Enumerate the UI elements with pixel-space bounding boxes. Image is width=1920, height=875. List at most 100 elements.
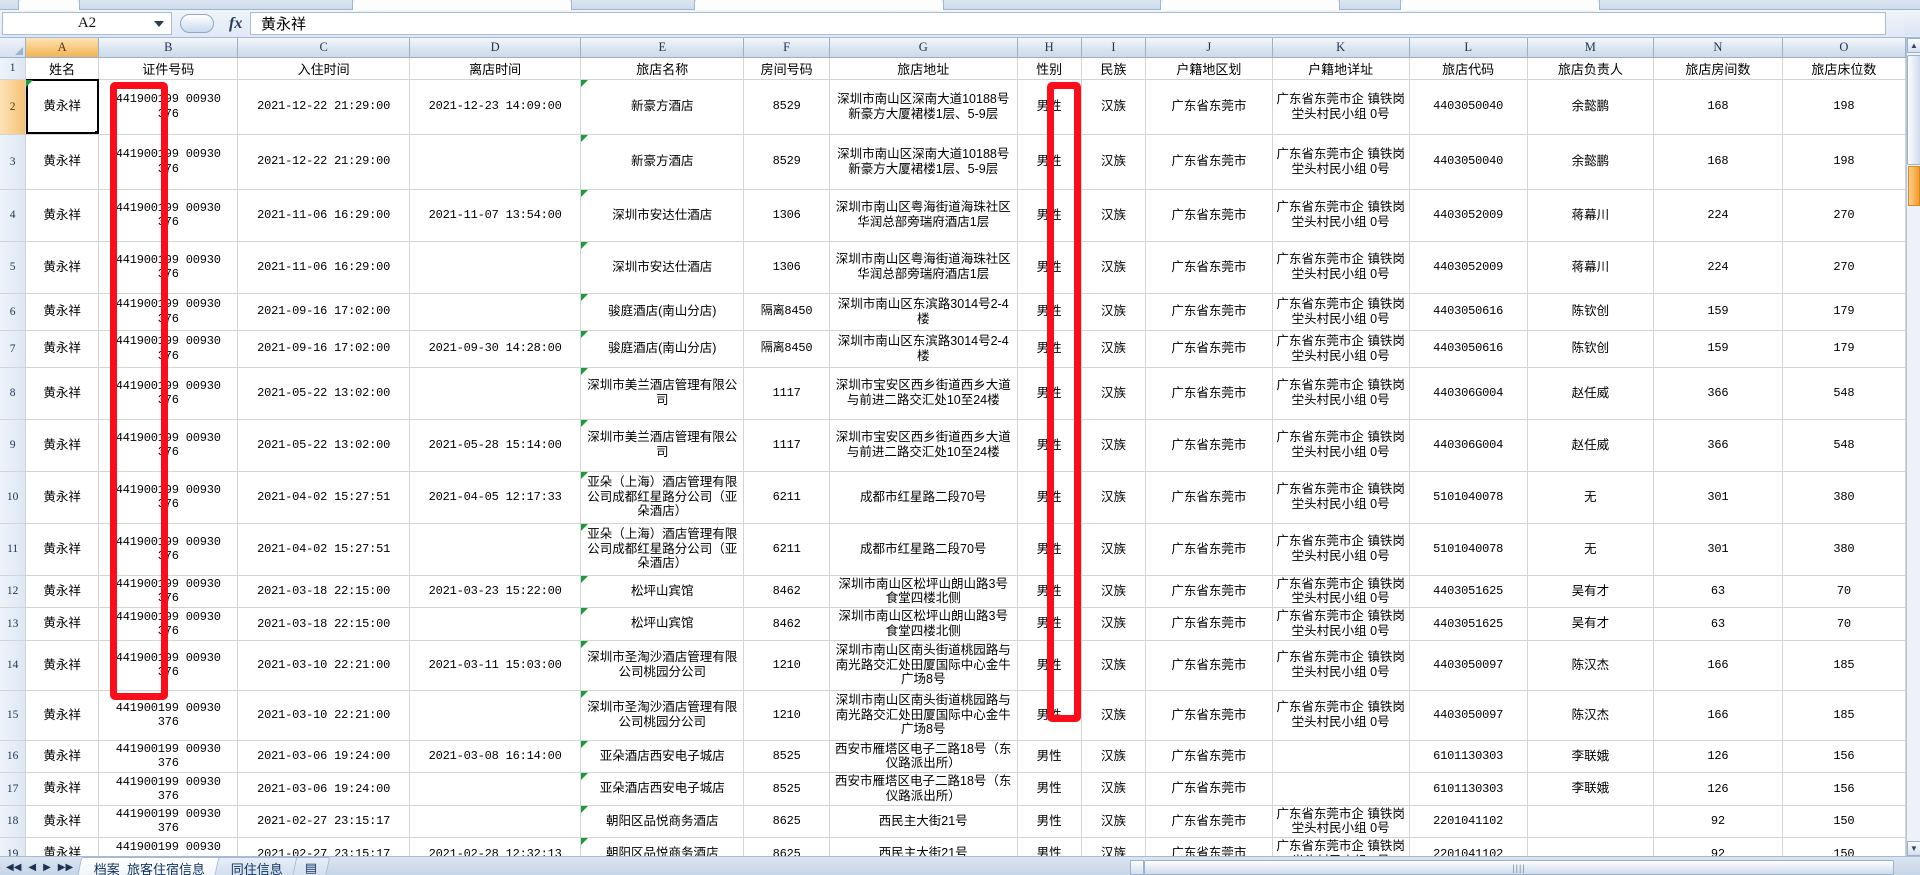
cell-L2[interactable]: 4403050040 <box>1409 79 1528 135</box>
cell-O7[interactable]: 179 <box>1782 330 1907 368</box>
column-header-G[interactable]: G <box>829 38 1018 58</box>
cell-O10[interactable]: 380 <box>1782 471 1907 524</box>
cell-B11[interactable]: 441900199 00930 376 <box>98 523 239 576</box>
cell-A10[interactable]: 黄永祥 <box>25 471 100 524</box>
column-header-J[interactable]: J <box>1145 38 1273 58</box>
cell-H10[interactable]: 男性 <box>1017 471 1082 524</box>
cell-C3[interactable]: 2021-12-22 21:29:00 <box>237 134 410 190</box>
cell-L10[interactable]: 5101040078 <box>1409 471 1528 524</box>
cell-B15[interactable]: 441900199 00930 376 <box>98 690 239 741</box>
column-header-M[interactable]: M <box>1527 38 1655 58</box>
cell-D5[interactable] <box>409 241 582 294</box>
formula-expand-button[interactable] <box>179 14 214 33</box>
cell-A4[interactable]: 黄永祥 <box>25 189 100 242</box>
cell-I9[interactable]: 汉族 <box>1081 419 1147 472</box>
cell-M16[interactable]: 李联娥 <box>1527 740 1655 773</box>
cell-I1[interactable]: 民族 <box>1081 57 1147 80</box>
cell-G15[interactable]: 深圳市南山区南头街道桃园路与南光路交汇处田厦国际中心金牛广场8号 <box>829 690 1018 741</box>
cell-J9[interactable]: 广东省东莞市 <box>1145 419 1273 472</box>
cell-I10[interactable]: 汉族 <box>1081 471 1147 524</box>
cell-G2[interactable]: 深圳市南山区深南大道10188号新豪方大厦裙楼1层、5-9层 <box>829 79 1018 135</box>
column-header-F[interactable]: F <box>743 38 830 58</box>
cell-O4[interactable]: 270 <box>1782 189 1907 242</box>
cell-M9[interactable]: 赵任威 <box>1527 419 1655 472</box>
row-header-9[interactable]: 9 <box>0 419 27 472</box>
cell-E18[interactable]: 朝阳区品悦商务酒店 <box>580 805 745 838</box>
cell-F15[interactable]: 1210 <box>743 690 830 741</box>
cell-I5[interactable]: 汉族 <box>1081 241 1147 294</box>
cell-K7[interactable]: 广东省东莞市企 镇铁岗坣头村民小组 0号 <box>1272 330 1410 368</box>
cell-M6[interactable]: 陈钦创 <box>1527 293 1655 331</box>
cell-C9[interactable]: 2021-05-22 13:02:00 <box>237 419 410 472</box>
cell-F9[interactable]: 1117 <box>743 419 830 472</box>
cell-D17[interactable] <box>409 772 582 806</box>
cell-H6[interactable]: 男性 <box>1017 293 1082 331</box>
scroll-up-arrow-icon[interactable]: ▲ <box>1907 38 1920 53</box>
cell-H18[interactable]: 男性 <box>1017 805 1082 838</box>
cell-O19[interactable]: 150 <box>1782 837 1907 856</box>
cell-J19[interactable]: 广东省东莞市 <box>1145 837 1273 856</box>
first-sheet-icon[interactable]: ◀◀ <box>6 862 22 873</box>
cell-B14[interactable]: 441900199 00930 376 <box>98 640 239 691</box>
cell-N15[interactable]: 166 <box>1653 690 1783 741</box>
cell-K10[interactable]: 广东省东莞市企 镇铁岗坣头村民小组 0号 <box>1272 471 1410 524</box>
cell-L14[interactable]: 4403050097 <box>1409 640 1528 691</box>
cell-D18[interactable] <box>409 805 582 838</box>
cell-F18[interactable]: 8625 <box>743 805 830 838</box>
cell-I8[interactable]: 汉族 <box>1081 367 1147 420</box>
cell-N2[interactable]: 168 <box>1653 79 1783 135</box>
cell-F8[interactable]: 1117 <box>743 367 830 420</box>
cell-M13[interactable]: 吴有才 <box>1527 607 1655 641</box>
ribbon-tab-nub-5[interactable] <box>1400 0 1600 10</box>
cell-N8[interactable]: 366 <box>1653 367 1783 420</box>
cell-D15[interactable] <box>409 690 582 741</box>
cell-H13[interactable]: 男性 <box>1017 607 1082 641</box>
cell-A15[interactable]: 黄永祥 <box>25 690 100 741</box>
cell-E15[interactable]: 深圳市圣淘沙酒店管理有限公司桃园分公司 <box>580 690 745 741</box>
cell-B9[interactable]: 441900199 00930 376 <box>98 419 239 472</box>
cell-E8[interactable]: 深圳市美兰酒店管理有限公司 <box>580 367 745 420</box>
cell-F10[interactable]: 6211 <box>743 471 830 524</box>
cell-G5[interactable]: 深圳市南山区粤海街道海珠社区华润总部旁瑞府酒店1层 <box>829 241 1018 294</box>
cell-M15[interactable]: 陈汉杰 <box>1527 690 1655 741</box>
row-header-10[interactable]: 10 <box>0 471 27 524</box>
cell-N6[interactable]: 159 <box>1653 293 1783 331</box>
cell-G4[interactable]: 深圳市南山区粤海街道海珠社区华润总部旁瑞府酒店1层 <box>829 189 1018 242</box>
cell-G14[interactable]: 深圳市南山区南头街道桃园路与南光路交汇处田厦国际中心金牛广场8号 <box>829 640 1018 691</box>
cell-G6[interactable]: 深圳市南山区东滨路3014号2-4楼 <box>829 293 1018 331</box>
cell-D8[interactable] <box>409 367 582 420</box>
cell-O13[interactable]: 70 <box>1782 607 1907 641</box>
cell-D2[interactable]: 2021-12-23 14:09:00 <box>409 79 582 135</box>
cell-E5[interactable]: 深圳市安达仕酒店 <box>580 241 745 294</box>
cell-J4[interactable]: 广东省东莞市 <box>1145 189 1273 242</box>
cell-B19[interactable]: 441900199 00930 376 <box>98 837 239 856</box>
cell-H17[interactable]: 男性 <box>1017 772 1082 806</box>
column-header-K[interactable]: K <box>1272 38 1410 58</box>
cell-D3[interactable] <box>409 134 582 190</box>
column-header-E[interactable]: E <box>580 38 745 58</box>
cell-F16[interactable]: 8525 <box>743 740 830 773</box>
cell-G1[interactable]: 旅店地址 <box>829 57 1018 80</box>
cell-C13[interactable]: 2021-03-18 22:15:00 <box>237 607 410 641</box>
cell-N11[interactable]: 301 <box>1653 523 1783 576</box>
sheet-tab-0[interactable]: 档案_旅客住宿信息 <box>76 857 225 875</box>
horizontal-scroll-thumb[interactable]: |||| <box>1144 860 1894 875</box>
row-header-7[interactable]: 7 <box>0 330 27 368</box>
cell-A5[interactable]: 黄永祥 <box>25 241 100 294</box>
cell-J16[interactable]: 广东省东莞市 <box>1145 740 1273 773</box>
cell-O14[interactable]: 185 <box>1782 640 1907 691</box>
cell-K9[interactable]: 广东省东莞市企 镇铁岗坣头村民小组 0号 <box>1272 419 1410 472</box>
cell-O6[interactable]: 179 <box>1782 293 1907 331</box>
formula-input[interactable]: 黄永祥 <box>250 12 1886 35</box>
cell-A11[interactable]: 黄永祥 <box>25 523 100 576</box>
scroll-down-arrow-icon[interactable]: ▼ <box>1907 841 1920 856</box>
cell-F5[interactable]: 1306 <box>743 241 830 294</box>
cell-J5[interactable]: 广东省东莞市 <box>1145 241 1273 294</box>
cell-F4[interactable]: 1306 <box>743 189 830 242</box>
cell-O16[interactable]: 156 <box>1782 740 1907 773</box>
cell-A6[interactable]: 黄永祥 <box>25 293 100 331</box>
cell-B2[interactable]: 441900199 00930 376 <box>98 79 239 135</box>
cell-F17[interactable]: 8525 <box>743 772 830 806</box>
cell-A17[interactable]: 黄永祥 <box>25 772 100 806</box>
cell-M2[interactable]: 余懿鹏 <box>1527 79 1655 135</box>
